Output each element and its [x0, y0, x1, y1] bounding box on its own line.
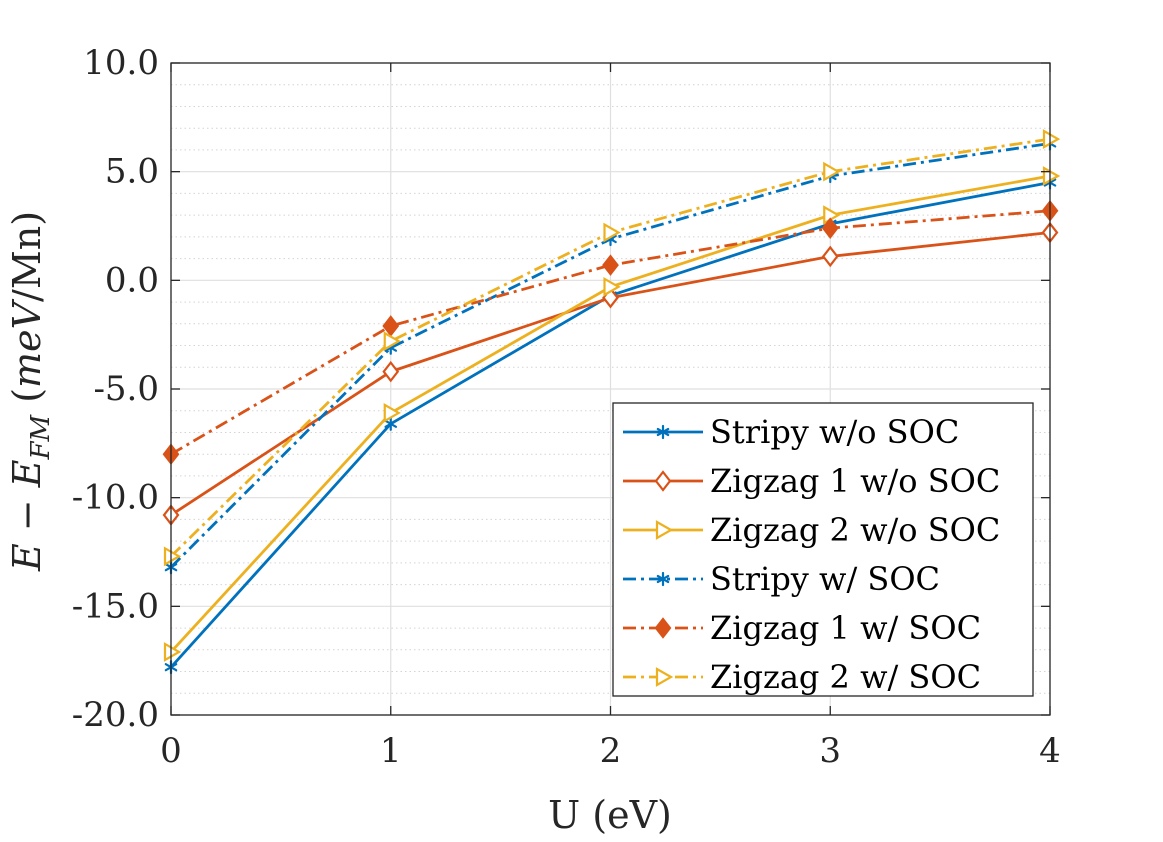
data-point	[603, 222, 621, 243]
legend-entry-2: Zigzag 1 w/o SOC	[623, 462, 1000, 500]
y-tick-label: -10.0	[72, 478, 159, 518]
legend-label: Zigzag 2 w/o SOC	[710, 511, 1000, 549]
y-label-e: E	[5, 543, 49, 572]
x-tick-label: 4	[1039, 731, 1061, 771]
x-tick-labels: 0 1 2 3 4	[160, 731, 1061, 771]
y-label-subscript: FM	[26, 413, 56, 460]
legend-label: Zigzag 2 w/ SOC	[710, 658, 981, 696]
grid-layer	[170, 62, 1051, 716]
data-point	[382, 360, 400, 383]
legend-entry-6: Zigzag 2 w/ SOC	[623, 658, 981, 696]
legend-box	[612, 402, 1034, 697]
data-point	[382, 315, 400, 337]
x-tick-label: 3	[819, 731, 841, 771]
legend-label: Stripy w/ SOC	[710, 560, 940, 598]
y-label-unit-italic: meV	[5, 298, 49, 388]
y-tick-label: 10.0	[83, 43, 159, 83]
legend-entry-1: Stripy w/o SOC	[623, 413, 959, 451]
data-point	[163, 546, 182, 567]
legend-entry-3: Zigzag 2 w/o SOC	[623, 511, 1000, 549]
legend-label: Zigzag 1 w/o SOC	[710, 462, 1000, 500]
legend-marker	[656, 571, 670, 587]
star-stroke	[604, 234, 617, 244]
y-tick-label: -20.0	[72, 695, 159, 735]
legend-marker	[654, 617, 672, 639]
data-point	[823, 161, 841, 182]
y-tick-label: -5.0	[93, 369, 159, 409]
y-label-unit-open: (	[5, 388, 49, 415]
y-axis-label: E − EFM (meV/Mn)	[5, 211, 56, 572]
star-stroke	[656, 427, 670, 437]
tick-layer	[170, 62, 1051, 716]
legend-marker	[655, 520, 674, 540]
data-point	[383, 331, 401, 352]
y-tick-label: -15.0	[72, 586, 159, 626]
legend-marker	[656, 424, 670, 440]
x-axis-label: U (eV)	[548, 793, 672, 837]
series-3	[163, 166, 1061, 662]
y-tick-label: 5.0	[105, 152, 159, 192]
y-tick-label: 0.0	[105, 260, 159, 300]
data-point	[821, 245, 839, 268]
x-tick-label: 0	[160, 731, 182, 771]
data-point	[602, 254, 619, 276]
legend-marker	[654, 470, 672, 492]
x-tick-label: 2	[600, 731, 622, 771]
legend-entry-4: Stripy w/ SOC	[623, 560, 940, 598]
data-point	[384, 416, 398, 431]
legend-entries: Stripy w/o SOC Zigzag 1 w/o SOC Zigzag 2 w…	[623, 413, 1000, 696]
data-point	[1042, 129, 1061, 149]
data-point	[163, 642, 182, 662]
y-tick-labels: -20.0 -15.0 -10.0 -5.0 0.0 5.0 10.0	[72, 43, 159, 735]
legend-entry-5: Zigzag 1 w/ SOC	[623, 609, 981, 647]
star-stroke	[656, 574, 670, 584]
data-point	[821, 217, 839, 239]
star-stroke	[384, 343, 398, 352]
series-layer	[162, 129, 1061, 675]
data-point	[603, 276, 621, 297]
legend-marker	[655, 667, 674, 687]
y-label-unit-rest: /Mn)	[5, 211, 49, 302]
x-tick-label: 1	[380, 731, 402, 771]
y-label-minus-e: − E	[5, 459, 49, 543]
legend-label: Zigzag 1 w/ SOC	[710, 609, 981, 647]
legend: Stripy w/o SOC Zigzag 1 w/o SOC Zigzag 2 w…	[612, 402, 1034, 697]
series-6	[163, 129, 1061, 567]
data-point	[383, 403, 401, 423]
star-stroke	[384, 419, 398, 428]
legend-label: Stripy w/o SOC	[710, 413, 959, 451]
